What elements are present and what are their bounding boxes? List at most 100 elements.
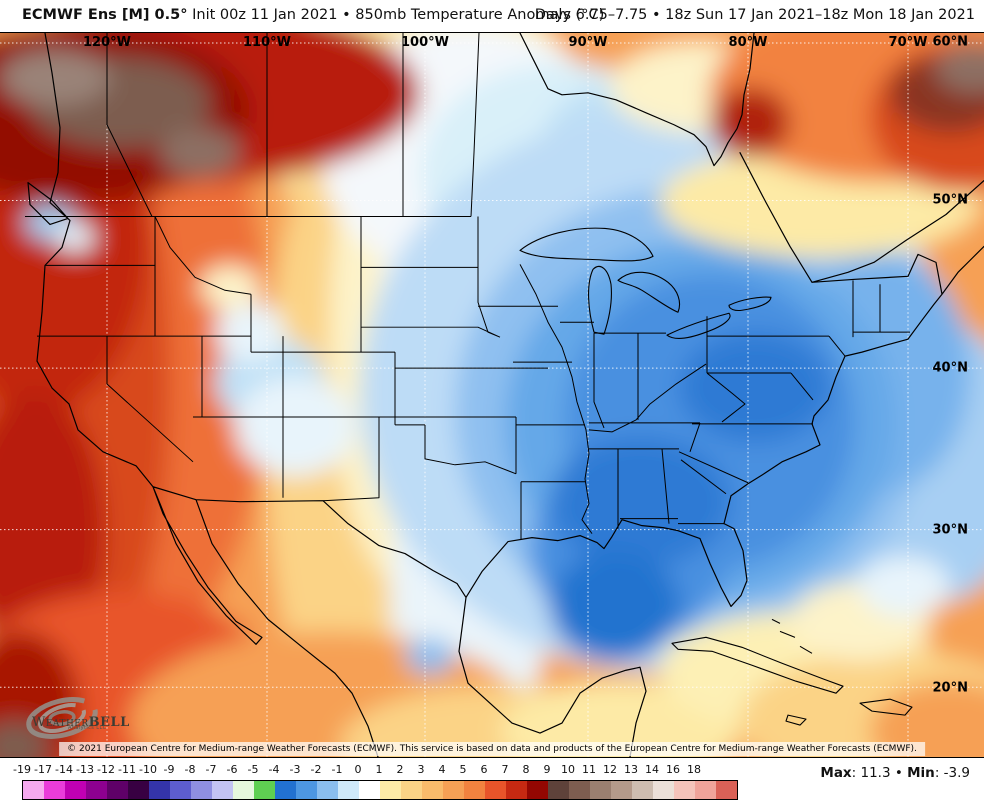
colorbar-tick-label: -7 bbox=[205, 763, 217, 776]
colorbar-cell bbox=[569, 781, 590, 799]
logo-bell-text: BELL bbox=[88, 715, 130, 730]
colorbar-tick-label: -12 bbox=[97, 763, 115, 776]
colorbar-cell bbox=[23, 781, 44, 799]
logo-weather-text: Weather bbox=[32, 715, 89, 730]
model-name: ECMWF Ens [M] 0.5° bbox=[22, 7, 188, 23]
colorbar-tick-label: -11 bbox=[118, 763, 136, 776]
colorbar-cell bbox=[506, 781, 527, 799]
colorbar-tick-label: -3 bbox=[289, 763, 301, 776]
colorbar-tick-label: 1 bbox=[375, 763, 383, 776]
colorbar-cell bbox=[632, 781, 653, 799]
colorbar-cell bbox=[254, 781, 275, 799]
colorbar-tick-label: -2 bbox=[310, 763, 322, 776]
colorbar-cell bbox=[65, 781, 86, 799]
anomaly-shading bbox=[0, 33, 984, 757]
colorbar-cell bbox=[212, 781, 233, 799]
latitude-label: 40°N bbox=[932, 360, 968, 376]
colorbar-cell bbox=[107, 781, 128, 799]
colorbar-cell bbox=[590, 781, 611, 799]
colorbar-cell bbox=[695, 781, 716, 799]
colorbar-cell bbox=[275, 781, 296, 799]
logo-subtitle: Analytics LLC bbox=[68, 725, 107, 731]
colorbar-tick-label: 11 bbox=[582, 763, 596, 776]
longitude-label: 70°W bbox=[888, 35, 928, 50]
weather-map: 120°W 110°W 100°W 90°W 80°W 70°W 60°N 50°N 40°N… bbox=[0, 32, 984, 758]
colorbar-cell bbox=[527, 781, 548, 799]
latitude-label: 30°N bbox=[932, 522, 968, 538]
latitude-label: 60°N bbox=[932, 34, 968, 50]
model-init-info: Init 00z 11 Jan 2021 • 850mb Temperature… bbox=[187, 7, 605, 23]
colorbar-cell bbox=[338, 781, 359, 799]
colorbar-tick-label: 9 bbox=[543, 763, 551, 776]
islands-outline bbox=[671, 618, 913, 726]
colorbar-cell bbox=[548, 781, 569, 799]
latitude-label: 50°N bbox=[932, 192, 968, 208]
great-lakes-outline bbox=[519, 227, 772, 339]
colorbar-tick-label: 10 bbox=[561, 763, 575, 776]
colorbar-tick-label: 14 bbox=[645, 763, 659, 776]
logo-wordmark: WeatherBELL bbox=[32, 711, 130, 730]
max-min-stats: Max: 11.3 • Min: -3.9 bbox=[820, 765, 970, 781]
weatherbell-logo: WeatherBELL Analytics LLC bbox=[10, 691, 130, 747]
state-borders bbox=[25, 33, 910, 540]
colorbar-cell bbox=[380, 781, 401, 799]
colorbar-cell bbox=[485, 781, 506, 799]
longitude-label: 100°W bbox=[401, 35, 449, 50]
colorbar-cell bbox=[359, 781, 380, 799]
valid-time-label: Days 6.75–7.75 • 18z Sun 17 Jan 2021–18z… bbox=[534, 7, 975, 23]
colorbar-tick-label: 3 bbox=[417, 763, 425, 776]
colorbar-cell bbox=[716, 781, 737, 799]
colorbar-tick-label: -1 bbox=[331, 763, 343, 776]
colorbar-tick-label: 6 bbox=[480, 763, 488, 776]
max-value: 11.3 bbox=[860, 765, 891, 781]
colorbar-tick-label: 2 bbox=[396, 763, 404, 776]
colorbar-cell bbox=[149, 781, 170, 799]
header: ECMWF Ens [M] 0.5° Init 00z 11 Jan 2021 … bbox=[0, 0, 984, 32]
colorbar-cell bbox=[317, 781, 338, 799]
colorbar-cell bbox=[464, 781, 485, 799]
colorbar-tick-label: 7 bbox=[501, 763, 509, 776]
coastline-borders bbox=[27, 33, 984, 757]
colorbar-cell bbox=[611, 781, 632, 799]
colorbar bbox=[22, 780, 738, 800]
colorbar-cell bbox=[443, 781, 464, 799]
colorbar-tick-label: 16 bbox=[666, 763, 680, 776]
colorbar-cell bbox=[191, 781, 212, 799]
longitude-label: 120°W bbox=[83, 35, 131, 50]
colorbar-tick-label: 12 bbox=[603, 763, 617, 776]
longitude-label: 110°W bbox=[243, 35, 291, 50]
colorbar-cell bbox=[401, 781, 422, 799]
colorbar-tick-label: 13 bbox=[624, 763, 638, 776]
colorbar-tick-label: -14 bbox=[55, 763, 73, 776]
colorbar-tick-label: 18 bbox=[687, 763, 701, 776]
colorbar-tick-label: -10 bbox=[139, 763, 157, 776]
colorbar-tick-label: -5 bbox=[247, 763, 259, 776]
colorbar-cell bbox=[233, 781, 254, 799]
colorbar-cell bbox=[422, 781, 443, 799]
page-title: ECMWF Ens [M] 0.5° Init 00z 11 Jan 2021 … bbox=[22, 7, 604, 23]
colorbar-tick-label: -17 bbox=[34, 763, 52, 776]
colorbar-cell bbox=[296, 781, 317, 799]
colorbar-tick-label: -13 bbox=[76, 763, 94, 776]
longitude-label: 80°W bbox=[728, 35, 768, 50]
longitude-label: 90°W bbox=[568, 35, 608, 50]
colorbar-cell bbox=[44, 781, 65, 799]
colorbar-cell bbox=[128, 781, 149, 799]
min-label: Min bbox=[907, 765, 935, 781]
colorbar-tick-label: -4 bbox=[268, 763, 280, 776]
colorbar-cell bbox=[653, 781, 674, 799]
colorbar-tick-label: 4 bbox=[438, 763, 446, 776]
colorbar-tick-label: 8 bbox=[522, 763, 530, 776]
stats-separator: • bbox=[894, 765, 903, 781]
colorbar-tick-label: -6 bbox=[226, 763, 238, 776]
colorbar-cell bbox=[170, 781, 191, 799]
min-value: -3.9 bbox=[943, 765, 970, 781]
colorbar-tick-label: -8 bbox=[184, 763, 196, 776]
temperature-anomaly-field bbox=[0, 33, 984, 757]
hurricane-swirl-icon bbox=[26, 697, 98, 739]
latitude-label: 20°N bbox=[932, 680, 968, 696]
max-label: Max bbox=[820, 765, 852, 781]
colorbar-tick-label: 0 bbox=[354, 763, 362, 776]
colorbar-tick-label: 5 bbox=[459, 763, 467, 776]
colorbar-section: -19 -17 -14 -13 -12 -11 -10 -9 -8 -7 -6 -5 -4 -3 -2 -1 0… bbox=[0, 758, 984, 808]
